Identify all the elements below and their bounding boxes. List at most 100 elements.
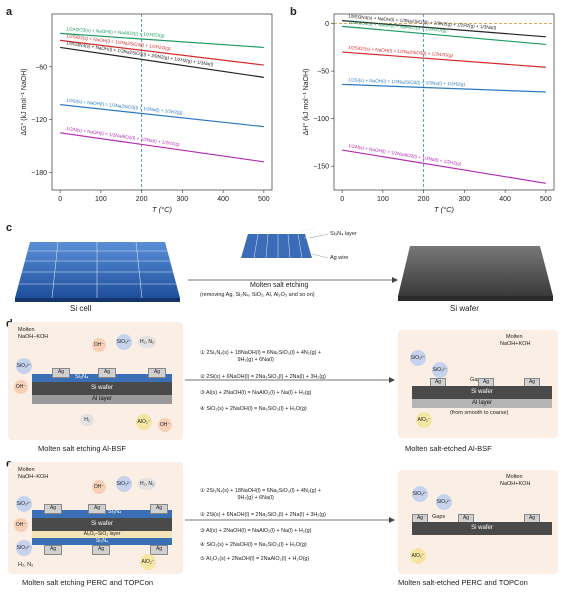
x-tick-label: 300 <box>459 196 471 203</box>
si-wafer-e: Si wafer <box>32 518 172 531</box>
naoh-koh-label: NaOH–KOH <box>18 334 49 340</box>
y-tick-label: −150 <box>313 164 329 171</box>
h2n2-bubble: H₂, N₂ <box>138 336 156 348</box>
y-tick-label: −60 <box>35 64 47 71</box>
sio3-bubble-e: SiO₃²⁻ <box>116 476 132 492</box>
sio3-bubble-e-right: SiO₃²⁻ <box>412 486 428 502</box>
molten-label: Molten <box>18 327 35 333</box>
gaps-label-e: Gaps <box>432 514 446 520</box>
panel-label-b: b <box>290 6 297 18</box>
series-line <box>342 83 546 93</box>
x-tick-label: 400 <box>217 196 229 203</box>
si-wafer-right: Si wafer <box>412 386 552 399</box>
sio3-bubble: SiO₃²⁻ <box>116 334 132 350</box>
process-sub-label: (removing Ag, Si₃N₄, SiO₂, Al, Al₂O₃ and… <box>200 292 315 298</box>
ag-contact-3: Ag <box>148 368 166 378</box>
h2n2-label-e: H₂, N₂ <box>18 562 34 568</box>
x-tick-label: 0 <box>340 196 344 203</box>
eq-d-2: ② 2Si(s) + 6NaOH(l) = 2Na₂SiO₃(l) + 2Na(… <box>200 374 326 380</box>
series-line <box>60 46 264 78</box>
x-tick-label: 200 <box>136 196 148 203</box>
panel-label-a: a <box>6 6 13 18</box>
al-layer: Al layer <box>32 395 172 404</box>
eq-d-4: ④ SiO₂(s) + 2NaOH(l) = Na₂SiO₃(l) + H₂O(… <box>200 406 307 412</box>
al-layer-right: Al layer <box>412 399 552 408</box>
series-label: 1/3Si(s) + NaOH(l) = 1/3Na2SiO3(l) + 1/3… <box>348 77 466 86</box>
oh-bubble-e: OH⁻ <box>92 480 106 494</box>
alox-layer-e: AlₓOᵧ–SiO₂ layer <box>32 531 172 538</box>
eq-e-4: ④ SiO₂(s) + 2NaOH(l) = Na₂SiO₃(l) + H₂O(… <box>200 542 307 548</box>
eq-d-1: ① 2Si₃N₄(s) + 18NaOH(l) = 6Na₂SiO₃(l) + … <box>200 350 322 363</box>
y-tick-label: 0 <box>325 21 329 28</box>
series-line <box>60 104 264 128</box>
x-tick-label: 400 <box>499 196 511 203</box>
x-tick-label: 100 <box>95 196 107 203</box>
alo2-bubble-right: AlO₂⁻ <box>416 412 432 428</box>
sio3-bubble-e-right-2: SiO₃²⁻ <box>436 494 452 510</box>
h2n2-bubble-e: H₂, N₂ <box>138 478 156 490</box>
h2-bubble: H₂ <box>80 414 94 426</box>
panel-c-illustration <box>15 228 553 302</box>
si-cell-image <box>15 241 180 302</box>
sio3-bubble-e-3: SiO₃²⁻ <box>16 540 32 556</box>
si3n4-coating-bottom-e: Si₃N₄ <box>32 538 172 545</box>
series-line <box>342 20 546 38</box>
ag-contact-e-6: Ag <box>150 545 168 555</box>
chart-delta-h: 0 100 200 300 400 500 T (°C) 0 −50 −100 −150 ΔH° (k… <box>302 13 555 214</box>
oh-bubble: OH⁻ <box>92 338 106 352</box>
process-label: Molten salt etching <box>250 282 309 289</box>
arrow-e <box>185 517 395 523</box>
x-tick-label: 300 <box>177 196 189 203</box>
series-line <box>342 149 546 184</box>
y-tick-label: −100 <box>313 116 329 123</box>
eq-e-5: ⑤ Al₂O₃(s) + 2NaOH(l) = 2NaAlO₂(l) + H₂O… <box>200 556 310 562</box>
sio3-bubble-right: SiO₃²⁻ <box>410 350 426 366</box>
ag-contact-e-5: Ag <box>92 545 110 555</box>
oh-bubble-e-2: OH⁻ <box>14 518 28 532</box>
molten-label-e-right: Molten <box>506 474 523 480</box>
naoh-koh-label-e-right: NaOH+KOH <box>500 481 531 487</box>
series-label: 1/2Al2O3(s) + NaOH(l) = NaAlO2(l) + 1/2H… <box>66 26 165 38</box>
gaps-label: Gaps <box>470 377 484 383</box>
zoom-cell-image <box>241 228 329 259</box>
oh-bubble-2: OH⁻ <box>14 380 28 394</box>
si-cell-label: Si cell <box>70 304 92 313</box>
x-tick-label: 500 <box>258 196 270 203</box>
alo2-bubble-e: AlO₂⁻ <box>140 554 156 570</box>
caption-e-left: Molten salt etching PERC and TOPCon <box>22 578 154 587</box>
x-tick-label: 0 <box>58 196 62 203</box>
x-axis-label: T (°C) <box>434 205 455 214</box>
eq-e-1: ① 2Si₃N₄(s) + 18NaOH(l) = 6Na₂SiO₃(l) + … <box>200 488 322 501</box>
y-tick-label: −180 <box>31 170 47 177</box>
series-line <box>60 32 264 49</box>
ag-contact: Ag <box>52 368 70 378</box>
ag-contact-2: Ag <box>98 368 116 378</box>
eq-e-2: ② 2Si(s) + 6NaOH(l) = 2Na₂SiO₃(l) + 2Na(… <box>200 512 326 518</box>
sio3-bubble-right-2: SiO₃²⁻ <box>432 362 448 378</box>
x-tick-label: 200 <box>418 196 430 203</box>
naoh-koh-label-right: NaOH+KOH <box>500 341 531 347</box>
naoh-koh-label-e: NaOH–KOH <box>18 474 49 480</box>
sio3-bubble-2: SiO₃²⁻ <box>16 358 32 374</box>
chart-delta-g: 0 100 200 300 400 500 T (°C) −60 −120 −180 ΔG° (kJ… <box>20 13 273 214</box>
y-tick-label: −50 <box>317 69 329 76</box>
si3n4-label-e: Si₃N₄ <box>108 509 122 515</box>
panel-label-c: c <box>6 222 13 234</box>
si3n4-layer-label: Si₃N₄ layer <box>330 231 357 237</box>
coarse-label: (from smooth to coarse) <box>450 410 509 416</box>
si-wafer-e-right: Si wafer <box>412 522 552 535</box>
series-line <box>342 25 546 46</box>
arrow-d <box>185 377 395 383</box>
molten-label-right: Molten <box>506 334 523 340</box>
molten-label-e: Molten <box>18 467 35 473</box>
si3n4-coating <box>32 374 172 382</box>
ag-contact-e-4: Ag <box>44 545 62 555</box>
y-axis-label: ΔH° (kJ mol⁻¹ NaOH) <box>302 69 310 136</box>
y-axis-label: ΔG° (kJ mol⁻¹ NaOH) <box>20 68 28 135</box>
ag-contact-e-2: Ag <box>88 504 106 514</box>
oh-bubble-3: OH⁻ <box>158 418 172 432</box>
plot-frame <box>333 13 555 191</box>
x-axis-label: T (°C) <box>152 205 173 214</box>
series-line <box>60 132 264 163</box>
caption-d-left: Molten salt etching Al-BSF <box>38 444 126 453</box>
